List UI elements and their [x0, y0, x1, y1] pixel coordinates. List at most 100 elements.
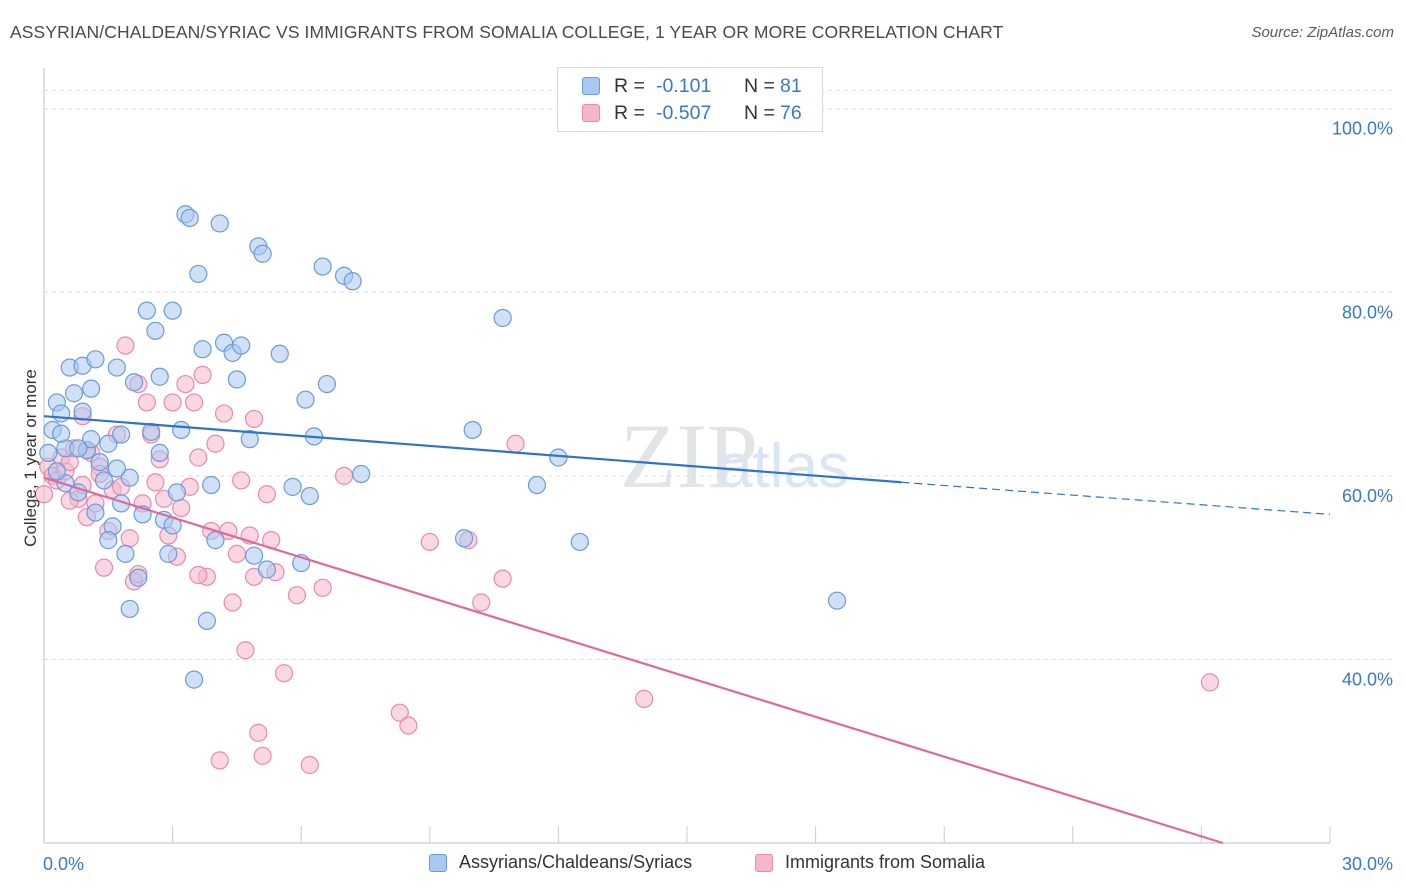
- y-axis-label: College, 1 year or more: [21, 369, 40, 547]
- series-legend: Assyrians/Chaldeans/Syriacs Immigrants f…: [0, 852, 1406, 876]
- assyrian-point: [159, 544, 178, 563]
- somalia-point: [253, 746, 272, 765]
- legend-row-assyrian: R = -0.101 N = 81: [582, 73, 802, 99]
- somalia-point: [244, 409, 264, 429]
- assyrian-point: [39, 443, 58, 463]
- assyrian-point: [94, 471, 114, 490]
- watermark-zip: ZIP: [620, 405, 758, 507]
- assyrian-point: [317, 374, 337, 394]
- assyrian-point: [86, 503, 105, 522]
- somalia-point: [635, 689, 654, 708]
- assyrian-point: [47, 462, 66, 481]
- somalia-point: [257, 485, 277, 504]
- assyrian-point: [150, 367, 169, 386]
- correlation-legend: R = -0.101 N = 81 R = -0.507 N = 76: [557, 67, 823, 132]
- assyrian-point: [167, 483, 186, 502]
- somalia-point: [236, 641, 255, 660]
- assyrian-point: [107, 459, 126, 478]
- somalia-point: [274, 664, 294, 683]
- assyrian-point: [352, 464, 371, 484]
- legend-r-label: R =: [614, 74, 645, 97]
- trend-lines: [43, 415, 1331, 845]
- somalia-point: [94, 558, 114, 577]
- assyrian-point: [197, 611, 216, 630]
- somalia-point: [472, 593, 491, 612]
- assyrian-point: [146, 321, 165, 340]
- somalia-point: [313, 578, 332, 597]
- assyrian-point: [570, 532, 589, 552]
- somalia-point: [210, 751, 229, 770]
- somalia-point: [206, 434, 225, 453]
- assyrian-point: [202, 475, 221, 495]
- somalia-point: [163, 393, 182, 412]
- somalia-point: [420, 532, 439, 552]
- somalia-point: [34, 485, 54, 504]
- y-tick-label: 100.0%: [1332, 119, 1393, 139]
- somalia-point: [399, 716, 418, 735]
- legend-r-value: -0.101: [656, 74, 712, 97]
- assyrian-trend-line: [43, 415, 902, 484]
- y-tick-label: 60.0%: [1342, 486, 1393, 506]
- assyrian-point: [300, 486, 319, 506]
- somalia-point: [120, 529, 139, 548]
- somalia-point: [193, 365, 212, 384]
- series-swatch-blue: [429, 853, 447, 872]
- somalia-point: [506, 434, 525, 453]
- axes: 40.0% 60.0% 80.0% 100.0% 0.0% 30.0%: [43, 68, 1393, 874]
- y-tick-label: 40.0%: [1342, 669, 1393, 689]
- assyrian-point: [253, 244, 272, 263]
- somalia-point: [1200, 673, 1220, 692]
- somalia-point: [493, 569, 512, 588]
- assyrian-point: [90, 452, 109, 472]
- assyrian-point: [82, 430, 101, 449]
- somalia-point: [287, 586, 307, 605]
- assyrian-point: [493, 308, 512, 328]
- assyrian-point: [142, 422, 161, 441]
- assyrian-point: [283, 477, 302, 496]
- assyrian-point: [172, 420, 191, 440]
- somalia-point: [189, 448, 208, 467]
- assyrian-point: [184, 670, 204, 689]
- legend-n-label: N =: [744, 101, 775, 124]
- legend-n-label: N =: [744, 74, 775, 97]
- assyrian-point: [163, 301, 182, 320]
- somalia-point: [116, 336, 135, 355]
- assyrian-point: [454, 529, 474, 548]
- series-somalia-points: [34, 336, 1220, 775]
- somalia-point: [390, 703, 409, 722]
- assyrian-point: [116, 544, 135, 563]
- assyrian-point: [124, 373, 144, 392]
- assyrian-point: [527, 475, 547, 495]
- assyrian-point: [129, 568, 148, 587]
- series-legend-somalia: Immigrants from Somalia: [755, 852, 985, 873]
- somalia-point: [189, 565, 208, 585]
- assyrian-point: [64, 384, 84, 403]
- series-swatch-pink: [755, 853, 773, 872]
- assyrian-point: [82, 379, 101, 398]
- somalia-point: [184, 393, 204, 412]
- somalia-point: [223, 593, 242, 612]
- assyrian-point: [296, 390, 315, 409]
- somalia-point: [176, 374, 195, 394]
- assyrian-point: [52, 424, 71, 443]
- assyrian-point: [189, 264, 208, 284]
- assyrian-point: [244, 546, 264, 565]
- assyrian-trend-extension: [901, 481, 1331, 516]
- assyrian-point: [99, 434, 118, 453]
- x-tick-label: 30.0%: [1342, 854, 1393, 874]
- series-legend-assyrian: Assyrians/Chaldeans/Syriacs: [429, 852, 692, 873]
- assyrian-point: [206, 531, 225, 550]
- series-assyrian-points: [39, 205, 847, 689]
- assyrian-point: [193, 340, 212, 359]
- assyrian-point: [99, 531, 118, 550]
- assyrian-point: [343, 272, 362, 291]
- legend-swatch-blue: [582, 77, 600, 95]
- somalia-point: [214, 404, 234, 423]
- assyrian-point: [232, 336, 251, 355]
- legend-n-value: 81: [780, 74, 802, 97]
- somalia-point: [146, 473, 165, 492]
- chart-title: ASSYRIAN/CHALDEAN/SYRIAC VS IMMIGRANTS F…: [10, 22, 1004, 42]
- somalia-point: [334, 466, 354, 485]
- legend-swatch-pink: [582, 104, 600, 122]
